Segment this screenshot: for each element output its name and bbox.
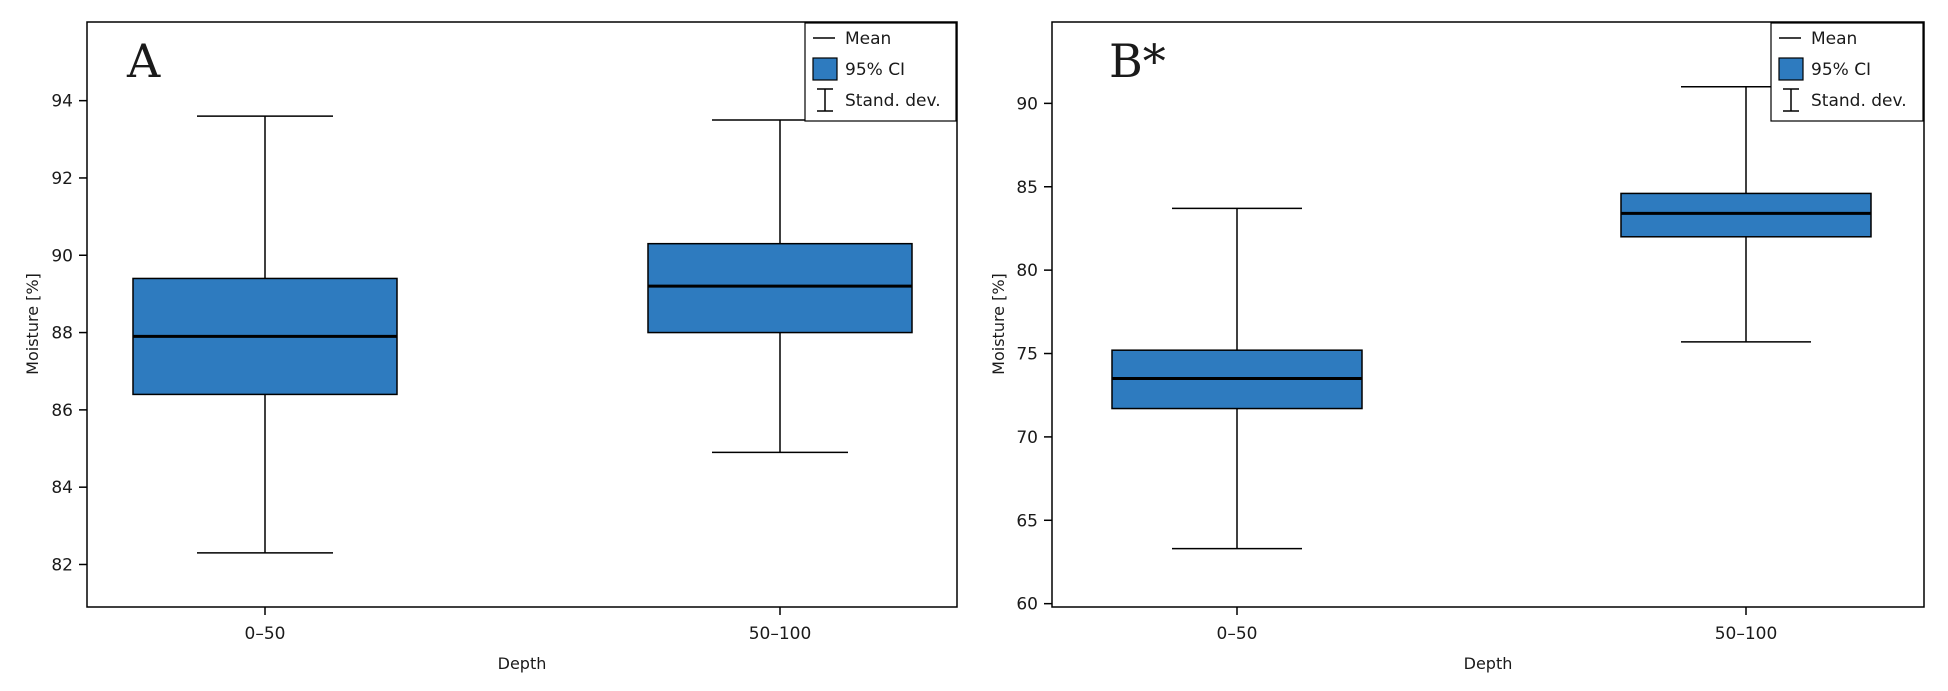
y-tick-label: 85 — [1016, 178, 1038, 198]
y-tick-label: 65 — [1016, 511, 1038, 531]
box-depth-0-50 — [1111, 207, 1363, 550]
y-tick-label: 88 — [51, 324, 73, 344]
legend-mean-label: Mean — [845, 29, 891, 49]
y-tick-label: 82 — [51, 555, 73, 575]
y-tick-label: 60 — [1016, 595, 1038, 615]
legend-mean-label: Mean — [1811, 29, 1857, 49]
ci-box — [647, 242, 913, 334]
chart-panel-b: 60 65 70 75 80 85 90 0–50 50–100 Depth Moisture [%… — [989, 21, 1925, 673]
y-tick-label: 80 — [1016, 261, 1038, 281]
legend: Mean 95% CI Stand. dev. — [804, 22, 957, 122]
y-tick-label: 70 — [1016, 428, 1038, 448]
legend-ci-label: 95% CI — [845, 60, 905, 80]
x-tick-label: 50–100 — [749, 624, 812, 644]
legend-sd-label: Stand. dev. — [845, 91, 941, 111]
legend-ci-swatch — [812, 57, 838, 81]
x-axis-title: Depth — [498, 654, 547, 673]
legend-sd-label: Stand. dev. — [1811, 91, 1907, 111]
y-tick-label: 75 — [1016, 345, 1038, 365]
y-axis-title: Moisture [%] — [23, 273, 42, 375]
chart-panel-a: 82 84 86 88 90 92 94 0–50 50–100 Depth Moisture [%… — [23, 21, 958, 673]
x-tick-label: 0–50 — [245, 624, 286, 644]
y-tick-label: 84 — [51, 478, 73, 498]
legend-ci-swatch — [1778, 57, 1804, 81]
box-depth-50-100 — [647, 119, 913, 454]
y-tick-label: 86 — [51, 401, 73, 421]
panel-label: B* — [1109, 34, 1166, 88]
ci-box — [1620, 192, 1872, 238]
x-axis-title: Depth — [1464, 654, 1513, 673]
y-axis-title: Moisture [%] — [989, 273, 1008, 375]
box-depth-50-100 — [1620, 85, 1872, 343]
x-tick-label: 50–100 — [1715, 624, 1778, 644]
box-depth-0-50 — [132, 115, 398, 554]
y-tick-label: 94 — [51, 92, 73, 112]
legend: Mean 95% CI Stand. dev. — [1770, 22, 1924, 122]
panel-label: A — [126, 34, 161, 88]
x-tick-label: 0–50 — [1217, 624, 1258, 644]
plot-frame — [86, 21, 958, 608]
y-tick-label: 90 — [1016, 94, 1038, 114]
plot-frame — [1051, 21, 1925, 608]
y-tick-label: 92 — [51, 169, 73, 189]
y-tick-label: 90 — [51, 246, 73, 266]
legend-ci-label: 95% CI — [1811, 60, 1871, 80]
